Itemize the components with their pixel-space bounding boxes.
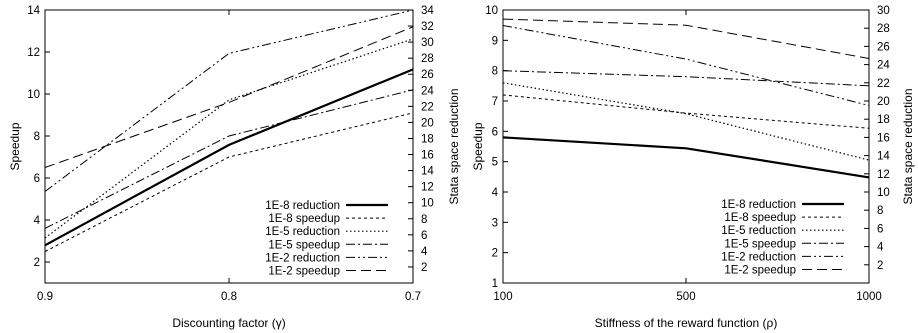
y-tick-label: 8 xyxy=(492,66,498,78)
x-tick-label: 0.9 xyxy=(37,291,53,303)
series-line-1e-8-reduction xyxy=(44,68,414,247)
legend-label: 1E-5 speedup xyxy=(724,238,796,250)
y2-tick-label: 6 xyxy=(421,230,427,242)
y2-tick-label: 16 xyxy=(421,150,434,162)
y2-tick-label: 24 xyxy=(421,85,434,97)
legend-label: 1E-2 speedup xyxy=(268,266,340,278)
series-line-1e-5-speedup xyxy=(44,89,414,229)
legend-label: 1E-2 reduction xyxy=(721,251,796,263)
x-tick-label: 100 xyxy=(493,291,512,303)
y-tick-label: 9 xyxy=(492,35,498,47)
y-tick-label: 3 xyxy=(492,217,498,229)
y2-tick-label: 10 xyxy=(877,187,890,199)
legend-label: 1E-2 reduction xyxy=(265,252,340,264)
y-tick-label: 6 xyxy=(492,126,498,138)
x-tick-label: 0.7 xyxy=(405,291,421,303)
series-line-1e-5-reduction xyxy=(44,38,414,239)
y2-tick-label: 16 xyxy=(877,132,890,144)
series-line-1e-2-reduction xyxy=(44,9,414,192)
series-line-1e-8-speedup xyxy=(44,112,414,252)
y-tick-label: 4 xyxy=(492,187,499,199)
y2-tick-label: 30 xyxy=(421,37,434,49)
y2-tick-label: 28 xyxy=(877,23,890,35)
y-tick-label: 4 xyxy=(34,215,41,227)
y-axis-label: Speedup xyxy=(471,122,485,170)
y2-tick-label: 26 xyxy=(877,41,890,53)
y-axis-label: Speedup xyxy=(8,122,22,170)
series-line-1e-2-reduction xyxy=(502,25,870,106)
y2-tick-label: 34 xyxy=(421,5,434,17)
y2-axis-label: Stata space reduction xyxy=(901,88,915,204)
x-tick-label: 500 xyxy=(676,291,695,303)
legend-label: 1E-8 reduction xyxy=(265,200,340,212)
y2-tick-label: 30 xyxy=(877,5,890,17)
y2-tick-label: 2 xyxy=(421,262,427,274)
y2-tick-label: 12 xyxy=(421,182,434,194)
y-tick-label: 5 xyxy=(492,157,498,169)
x-axis-label: Discounting factor (γ) xyxy=(172,316,285,330)
y2-tick-label: 18 xyxy=(877,114,890,126)
y-tick-label: 14 xyxy=(27,5,40,17)
legend-label: 1E-5 speedup xyxy=(268,239,340,251)
y2-tick-label: 24 xyxy=(877,60,890,72)
y2-tick-label: 4 xyxy=(421,246,428,258)
y2-tick-label: 20 xyxy=(421,117,434,129)
y-tick-label: 2 xyxy=(34,257,40,269)
x-axis-label: Stiffness of the reward function (ρ) xyxy=(595,316,778,330)
y2-tick-label: 32 xyxy=(421,21,434,33)
discounting-factor-chart: 2468101214246810121416182022242628303234… xyxy=(8,5,461,330)
y2-tick-label: 22 xyxy=(877,78,890,90)
y2-tick-label: 4 xyxy=(877,242,884,254)
y2-tick-label: 18 xyxy=(421,133,434,145)
legend-label: 1E-8 speedup xyxy=(724,212,796,224)
legend-label: 1E-8 speedup xyxy=(268,213,340,225)
series-line-1e-2-speedup xyxy=(44,26,414,168)
legend-label: 1E-5 reduction xyxy=(721,225,796,237)
legend-label: 1E-8 reduction xyxy=(721,199,796,211)
y-tick-label: 2 xyxy=(492,248,498,260)
plot-area xyxy=(502,9,870,284)
y2-tick-label: 20 xyxy=(877,96,890,108)
y-tick-label: 1 xyxy=(492,278,498,290)
y2-tick-label: 28 xyxy=(421,53,434,65)
y2-tick-label: 2 xyxy=(877,260,883,272)
y2-tick-label: 8 xyxy=(877,205,883,217)
y2-tick-label: 10 xyxy=(421,198,434,210)
y2-tick-label: 8 xyxy=(421,214,427,226)
y-tick-label: 8 xyxy=(34,131,40,143)
plot-area xyxy=(44,9,414,284)
y-tick-label: 6 xyxy=(34,173,40,185)
y2-tick-label: 14 xyxy=(877,151,890,163)
y-tick-label: 10 xyxy=(485,5,498,17)
y-tick-label: 10 xyxy=(27,89,40,101)
series-line-1e-8-reduction xyxy=(502,136,870,179)
y2-tick-label: 14 xyxy=(421,166,434,178)
y2-tick-label: 26 xyxy=(421,69,434,81)
x-tick-label: 0.8 xyxy=(221,291,237,303)
legend-label: 1E-2 speedup xyxy=(724,265,796,277)
y-tick-label: 12 xyxy=(27,47,40,59)
series-line-1e-5-speedup xyxy=(502,70,870,87)
x-tick-label: 1000 xyxy=(856,291,882,303)
reward-stiffness-chart: 1234567891024681012141618202224262830100… xyxy=(471,5,915,330)
y2-tick-label: 22 xyxy=(421,101,434,113)
y2-tick-label: 12 xyxy=(877,169,890,181)
series-line-1e-2-speedup xyxy=(502,18,870,59)
y2-tick-label: 6 xyxy=(877,223,883,235)
y-tick-label: 7 xyxy=(492,96,498,108)
legend-label: 1E-5 reduction xyxy=(265,226,340,238)
y2-axis-label: Stata space reduction xyxy=(447,88,461,204)
series-line-1e-8-speedup xyxy=(502,94,870,129)
